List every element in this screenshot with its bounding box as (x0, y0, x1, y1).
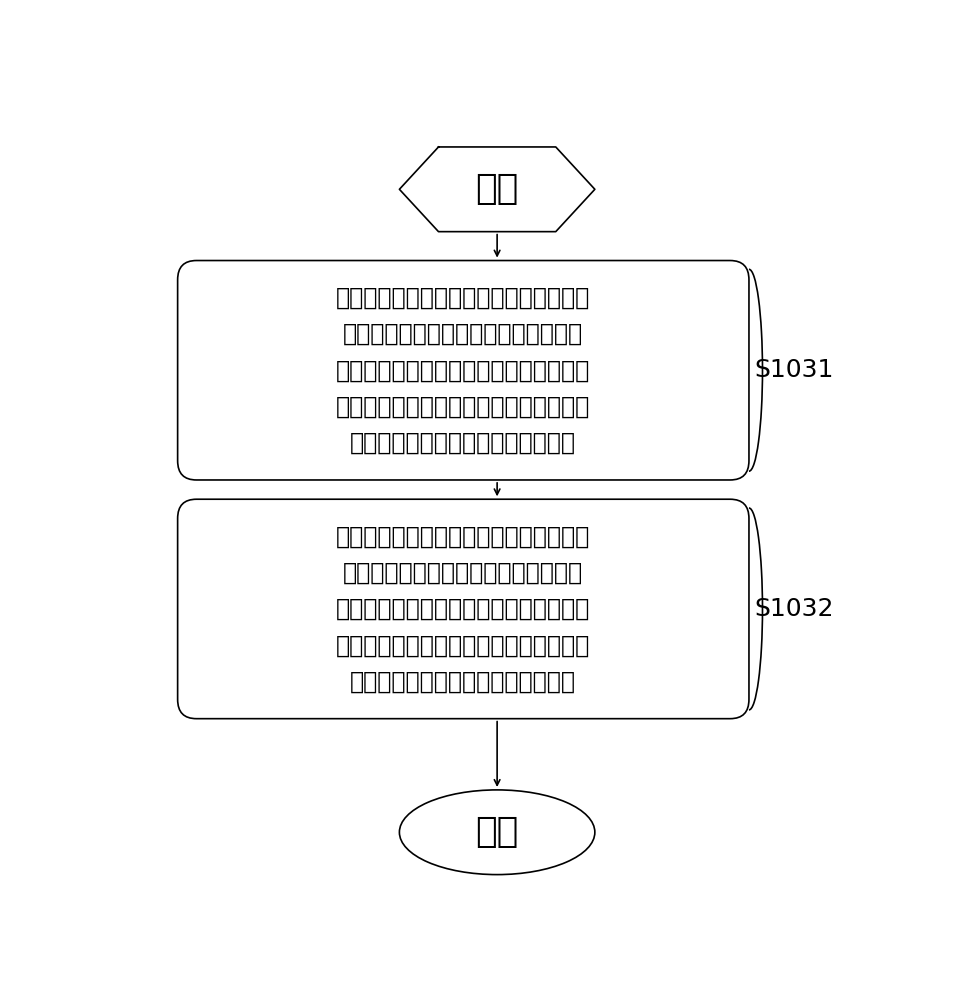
Text: 开始: 开始 (475, 172, 518, 206)
Polygon shape (399, 147, 594, 232)
FancyBboxPatch shape (177, 261, 748, 480)
Text: 将所述发射信号功率值与所述下行信号功
率值进行差值计算得到发射通道实际增
益，并将所述发射通道实际增益与根据标
定参数计算得到的发射通道标定增益进行
对比，以判: 将所述发射信号功率值与所述下行信号功 率值进行差值计算得到发射通道实际增 益，并… (336, 286, 590, 455)
FancyBboxPatch shape (177, 499, 748, 719)
Text: S1032: S1032 (754, 597, 833, 621)
Text: 结束: 结束 (475, 815, 518, 849)
Ellipse shape (399, 790, 594, 875)
Text: 将所述前向信号功率值与所述下行信号功
率值进行差值计算得到检测通道实际增
益，并将所述检测通道实际增益与根据标
定参数计算得到的检测通道标定增益进行
对比，以判: 将所述前向信号功率值与所述下行信号功 率值进行差值计算得到检测通道实际增 益，并… (336, 524, 590, 694)
Text: S1031: S1031 (754, 358, 833, 382)
